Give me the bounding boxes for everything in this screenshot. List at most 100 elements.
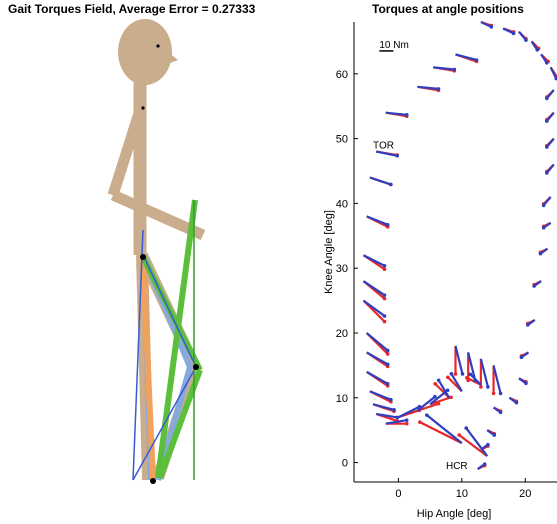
chart-annotation: 10 Nm bbox=[379, 40, 408, 51]
torque-arrow bbox=[397, 405, 420, 419]
arrow-head bbox=[389, 182, 393, 187]
torque-arrow bbox=[369, 390, 392, 401]
forearm bbox=[110, 189, 206, 241]
y-axis-label: Knee Angle [deg] bbox=[323, 210, 335, 294]
arrow-head bbox=[404, 421, 409, 426]
x-tick-label: 0 bbox=[395, 488, 401, 500]
arrow-head bbox=[453, 372, 458, 376]
arrow-head bbox=[525, 323, 530, 327]
y-tick-label: 40 bbox=[336, 198, 348, 210]
torque-arrow bbox=[450, 373, 463, 392]
arrow-head bbox=[524, 38, 528, 42]
arrow-head bbox=[445, 388, 450, 393]
arrow-head bbox=[385, 222, 390, 227]
arrow-head bbox=[492, 433, 497, 437]
torque-arrow bbox=[385, 111, 407, 116]
arrow-head bbox=[433, 381, 437, 386]
arrow-head bbox=[460, 372, 465, 376]
arrow-head bbox=[404, 418, 409, 422]
arrow-head bbox=[382, 296, 387, 301]
arrow-head bbox=[466, 378, 470, 383]
torque-arrow bbox=[458, 434, 488, 457]
y-tick-label: 20 bbox=[336, 328, 348, 340]
left-panel-title: Gait Torques Field, Average Error = 0.27… bbox=[8, 2, 256, 16]
hip-joint bbox=[140, 254, 146, 260]
arrow-head bbox=[545, 96, 549, 101]
arrow-head bbox=[535, 48, 540, 52]
blue-thin-3 bbox=[132, 366, 197, 481]
y-tick-label: 10 bbox=[336, 393, 348, 405]
torque-arrow bbox=[429, 396, 452, 406]
y-tick-label: 30 bbox=[336, 263, 348, 275]
arrow-head bbox=[541, 225, 546, 230]
arrow-head bbox=[382, 267, 387, 272]
arrow-head bbox=[382, 293, 387, 297]
gait-figure bbox=[107, 19, 206, 484]
arrow-head bbox=[436, 87, 441, 91]
y-ticks: 0 10 20 30 40 50 60 bbox=[336, 69, 358, 470]
arrow-head bbox=[385, 352, 390, 356]
arrow-head bbox=[473, 378, 477, 383]
torque-arrow bbox=[465, 427, 489, 457]
torque-arrow bbox=[366, 370, 389, 385]
green-leg-1 bbox=[155, 199, 198, 479]
torque-arrow bbox=[366, 351, 389, 366]
torque-arrow bbox=[369, 176, 392, 186]
x-tick-label: 20 bbox=[519, 488, 531, 500]
arrow-head bbox=[491, 391, 496, 396]
arrow-head bbox=[532, 284, 536, 288]
arrow-head bbox=[446, 375, 450, 380]
arrow-head bbox=[404, 113, 409, 117]
torque-arrow bbox=[416, 395, 436, 412]
x-tick-label: 10 bbox=[456, 488, 468, 500]
torque-arrow bbox=[417, 402, 439, 412]
arrow-head bbox=[554, 76, 557, 81]
ankle-joint bbox=[150, 478, 156, 484]
x-axis-label: Hip Angle [deg] bbox=[417, 508, 492, 520]
arrow-head bbox=[385, 362, 390, 367]
arrow-head bbox=[479, 385, 483, 389]
y-tick-label: 60 bbox=[336, 69, 348, 81]
arrow-head bbox=[538, 251, 543, 256]
arrow-head bbox=[498, 410, 503, 415]
arrow-head bbox=[385, 381, 390, 386]
torque-arrow bbox=[545, 137, 555, 148]
arrow-head bbox=[449, 395, 453, 400]
arrow-head bbox=[544, 60, 549, 65]
torque-arrow bbox=[502, 27, 515, 35]
blue-thin-1 bbox=[132, 229, 144, 481]
torque-arrow bbox=[479, 358, 489, 388]
arrow-head bbox=[489, 25, 494, 29]
torque-arrow bbox=[365, 332, 389, 352]
arrow-head bbox=[545, 171, 549, 175]
torque-arrow bbox=[545, 163, 555, 174]
upper-arm bbox=[107, 108, 146, 197]
knee-joint bbox=[193, 364, 199, 370]
torque-arrow bbox=[518, 31, 527, 41]
torque-arrow bbox=[480, 21, 492, 28]
y-tick-label: 0 bbox=[342, 458, 348, 470]
torque-arrow bbox=[429, 389, 449, 406]
arrow-head bbox=[433, 394, 437, 399]
chart-annotation: TOR bbox=[373, 140, 394, 151]
torque-arrow bbox=[385, 419, 407, 425]
arrow-head bbox=[436, 378, 441, 383]
torque-arrow bbox=[545, 89, 555, 100]
orange-leg bbox=[140, 257, 156, 481]
arrow-head bbox=[389, 397, 393, 402]
torque-arrow bbox=[455, 53, 477, 62]
arrow-head bbox=[449, 371, 454, 376]
nose bbox=[168, 52, 178, 64]
head bbox=[118, 19, 172, 85]
shoulder-joint bbox=[141, 106, 145, 110]
arrow-head bbox=[382, 319, 387, 324]
arrow-head bbox=[514, 400, 519, 405]
torque-arrow bbox=[433, 66, 455, 71]
arrow-head bbox=[498, 391, 503, 396]
eye bbox=[156, 44, 160, 48]
arrow-head bbox=[545, 145, 549, 149]
arrow-head bbox=[511, 31, 516, 36]
chart-title: Torques at angle positions bbox=[372, 2, 524, 16]
arrow-head bbox=[486, 385, 490, 389]
arrow-head bbox=[545, 119, 549, 123]
